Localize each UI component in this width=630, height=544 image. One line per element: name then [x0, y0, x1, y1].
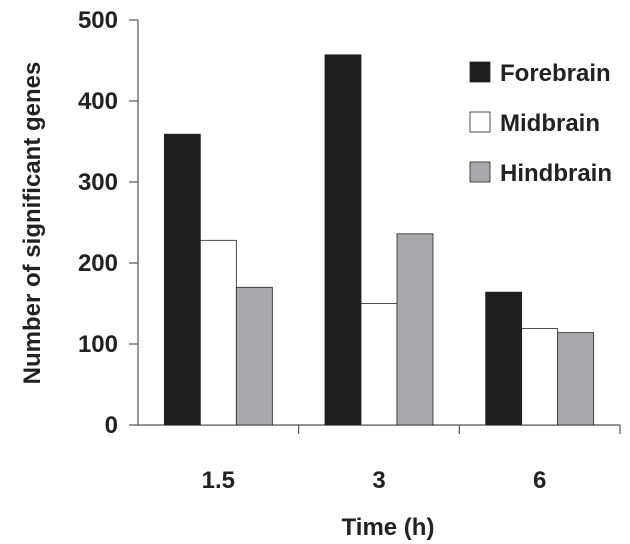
bar-midbrain-3: [360, 303, 398, 426]
legend-label-forebrain: Forebrain: [500, 60, 611, 87]
bar-forebrain-6: [485, 291, 523, 426]
x-category-label: 6: [533, 467, 546, 494]
legend: Forebrain Midbrain Hindbrain: [469, 60, 612, 187]
bar-hindbrain-3: [396, 233, 434, 426]
x-axis-title: Time (h): [342, 514, 435, 541]
y-tick-label: 300: [78, 169, 118, 196]
y-tick-label: 400: [78, 88, 118, 115]
bar-forebrain-3: [324, 54, 362, 426]
bar-hindbrain-1-5: [235, 286, 273, 426]
bar-midbrain-6: [521, 328, 559, 426]
bars: [163, 54, 595, 426]
legend-swatch-hindbrain: [469, 161, 491, 183]
y-ticks: 0 100 200 300 400 500: [78, 7, 138, 439]
bar-hindbrain-6: [557, 332, 595, 426]
y-axis-title: Number of significant genes: [19, 62, 46, 385]
bar-forebrain-1-5: [163, 133, 201, 426]
y-tick-label: 500: [78, 7, 118, 34]
x-ticks: [298, 425, 621, 434]
y-tick-label: 0: [105, 412, 118, 439]
x-category-label: 3: [372, 467, 385, 494]
legend-swatch-midbrain: [469, 111, 491, 133]
legend-swatch-forebrain: [469, 61, 491, 83]
category-labels: 1.5 3 6: [202, 467, 547, 494]
x-category-label: 1.5: [202, 467, 235, 494]
bar-midbrain-1-5: [199, 239, 237, 426]
legend-label-midbrain: Midbrain: [500, 110, 600, 137]
legend-label-hindbrain: Hindbrain: [500, 160, 612, 187]
y-tick-label: 100: [78, 331, 118, 358]
y-tick-label: 200: [78, 250, 118, 277]
